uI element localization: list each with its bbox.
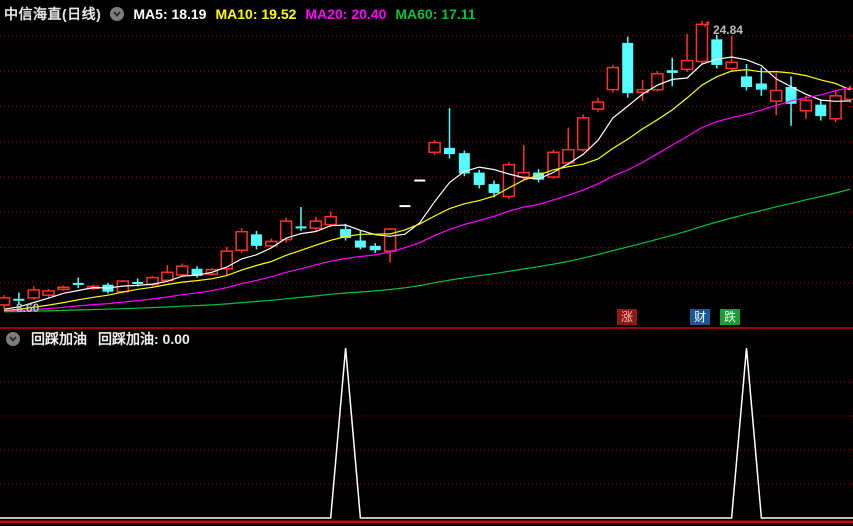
indicator-name: 回踩加油 [31, 331, 87, 347]
bottom-border-dark [0, 520, 853, 521]
candlestick-chart[interactable] [0, 18, 853, 328]
bottom-border-bright [0, 521, 853, 523]
indicator-chart[interactable] [0, 348, 853, 520]
chevron-down-icon[interactable] [110, 6, 125, 21]
ma10-value-label: MA10: 19.52 [215, 5, 297, 22]
main-chart-header: 中信海直(日线) MA5: 18.19 MA10: 19.52 MA20: 20… [0, 0, 853, 27]
rise-button[interactable]: 涨 [617, 309, 637, 325]
wealth-button[interactable]: 财 [690, 309, 710, 325]
chevron-down-icon[interactable] [6, 332, 20, 346]
high-price-label: 24.84 [712, 23, 743, 37]
indicator-header: 回踩加油 回踩加油: 0.00 [0, 330, 853, 348]
stock-title: 中信海直(日线) [4, 5, 102, 22]
ma20-value-label: MA20: 20.40 [305, 5, 387, 22]
ma60-value-label: MA60: 17.11 [395, 5, 476, 22]
fall-button[interactable]: 跌 [720, 309, 740, 325]
panel-separator [0, 327, 853, 329]
indicator-readout: 回踩加油: 0.00 [98, 331, 190, 347]
low-price-label: 8.60 [16, 301, 40, 316]
ma5-value-label: MA5: 18.19 [133, 5, 207, 22]
